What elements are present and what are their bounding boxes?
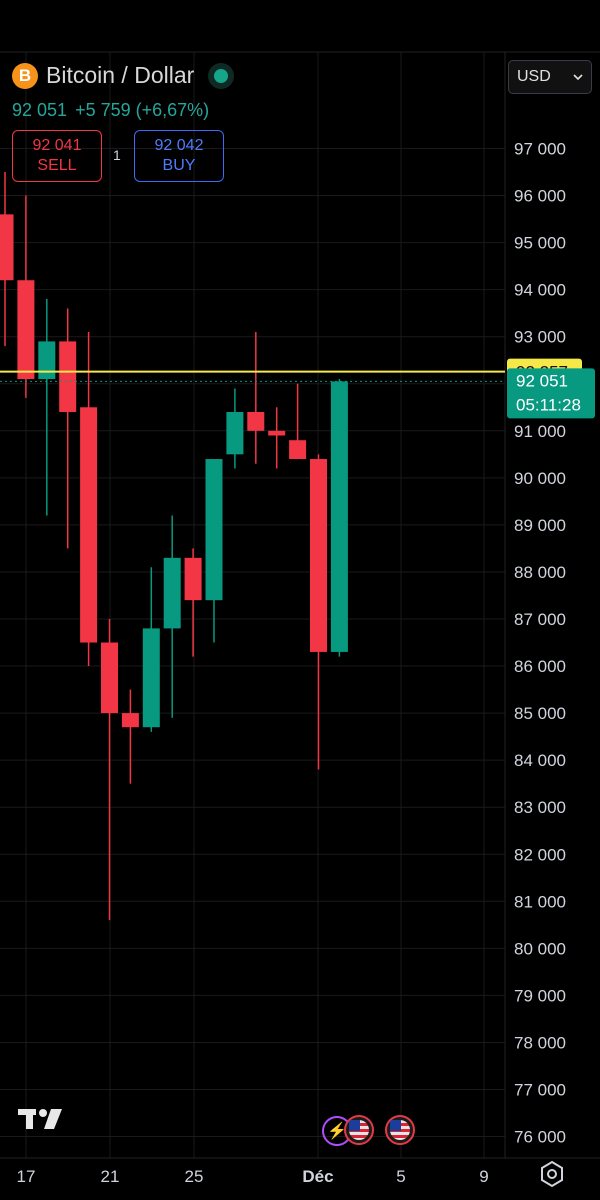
price-change: +5 759 (+6,67%): [75, 100, 210, 120]
candle: [101, 619, 118, 921]
candle-body: [38, 341, 56, 380]
sell-label: SELL: [37, 157, 77, 174]
candle: [17, 195, 35, 398]
y-tick-label: 78 000: [514, 1033, 566, 1052]
candle-body: [268, 430, 286, 436]
y-tick-label: 84 000: [514, 751, 566, 770]
last-price: 92 051: [12, 100, 68, 120]
candle-body: [289, 440, 307, 460]
bitcoin-icon: B: [12, 62, 38, 89]
candle: [184, 548, 202, 657]
candle-body: [121, 713, 139, 728]
buy-button[interactable]: 92 042 BUY: [134, 130, 224, 182]
candle: [121, 689, 139, 784]
y-tick-label: 82 000: [514, 845, 566, 864]
currency-value: USD: [517, 68, 551, 85]
y-tick-label: 97 000: [514, 140, 566, 159]
y-tick-label: 87 000: [514, 610, 566, 629]
sell-button[interactable]: 92 041 SELL: [12, 130, 102, 182]
y-tick-label: 83 000: [514, 798, 566, 817]
tradingview-logo-icon[interactable]: [18, 1106, 66, 1132]
countdown-label: 05:11:28: [516, 395, 581, 414]
candle: [59, 308, 77, 549]
candle-body: [184, 557, 202, 601]
candle-body: [247, 411, 265, 431]
candle-body: [80, 407, 98, 643]
candle-body: [226, 411, 244, 455]
candle-body: [310, 459, 327, 652]
candle: [38, 299, 56, 516]
candle: [268, 407, 286, 469]
candle: [0, 172, 14, 347]
y-tick-label: 89 000: [514, 516, 566, 535]
candle: [310, 454, 327, 770]
market-open-icon: [208, 62, 235, 89]
candle-body: [17, 280, 35, 380]
candle: [205, 459, 223, 643]
candle-body: [0, 214, 14, 281]
x-tick-label: 17: [17, 1167, 36, 1186]
sell-price: 92 041: [32, 137, 82, 154]
us-flag-event-icon[interactable]: [385, 1115, 415, 1145]
x-tick-label: 25: [185, 1167, 204, 1186]
y-tick-label: 88 000: [514, 563, 566, 582]
last-price-label: 92 051: [516, 371, 568, 390]
y-tick-label: 81 000: [514, 892, 566, 911]
quantity-value[interactable]: 1: [113, 147, 121, 163]
candle: [142, 567, 160, 732]
chevron-down-icon: [573, 74, 583, 80]
candle-body: [163, 557, 181, 629]
candle: [80, 331, 98, 667]
y-tick-label: 95 000: [514, 234, 566, 253]
y-tick-label: 96 000: [514, 187, 566, 206]
candle-body: [101, 642, 118, 714]
candle-body: [142, 628, 160, 728]
x-tick-label: Déc: [302, 1167, 333, 1186]
candle: [289, 383, 307, 460]
symbol-title[interactable]: Bitcoin / Dollar: [46, 62, 195, 88]
y-tick-label: 86 000: [514, 657, 566, 676]
candle: [247, 331, 265, 464]
buy-price: 92 042: [154, 137, 204, 154]
y-tick-label: 76 000: [514, 1128, 566, 1147]
candle-body: [205, 459, 223, 601]
chart-candles: [0, 172, 348, 921]
price-summary: 92 051 +5 759 (+6,67%): [12, 100, 209, 121]
candle: [330, 379, 348, 657]
y-tick-label: 80 000: [514, 939, 566, 958]
buy-label: BUY: [162, 157, 196, 174]
y-tick-label: 94 000: [514, 281, 566, 300]
candle: [226, 388, 244, 469]
y-tick-label: 93 000: [514, 328, 566, 347]
x-tick-label: 9: [479, 1167, 488, 1186]
last-price-tag: [507, 368, 595, 419]
x-tick-label: 5: [396, 1167, 405, 1186]
candle-body: [59, 341, 77, 412]
y-tick-label: 85 000: [514, 704, 566, 723]
y-tick-label: 90 000: [514, 469, 566, 488]
y-tick-label: 79 000: [514, 986, 566, 1005]
currency-select[interactable]: USD: [508, 60, 592, 94]
y-tick-label: 91 000: [514, 422, 566, 441]
gear-icon[interactable]: [538, 1160, 566, 1188]
candle: [163, 515, 181, 718]
y-tick-label: 77 000: [514, 1081, 566, 1100]
x-tick-label: 21: [101, 1167, 120, 1186]
candle-body: [330, 381, 348, 652]
us-flag-event-icon[interactable]: [344, 1115, 374, 1145]
symbol-header[interactable]: B Bitcoin / Dollar: [12, 62, 235, 89]
time-axis: 17 21 25 Déc 5 9: [17, 1167, 489, 1186]
